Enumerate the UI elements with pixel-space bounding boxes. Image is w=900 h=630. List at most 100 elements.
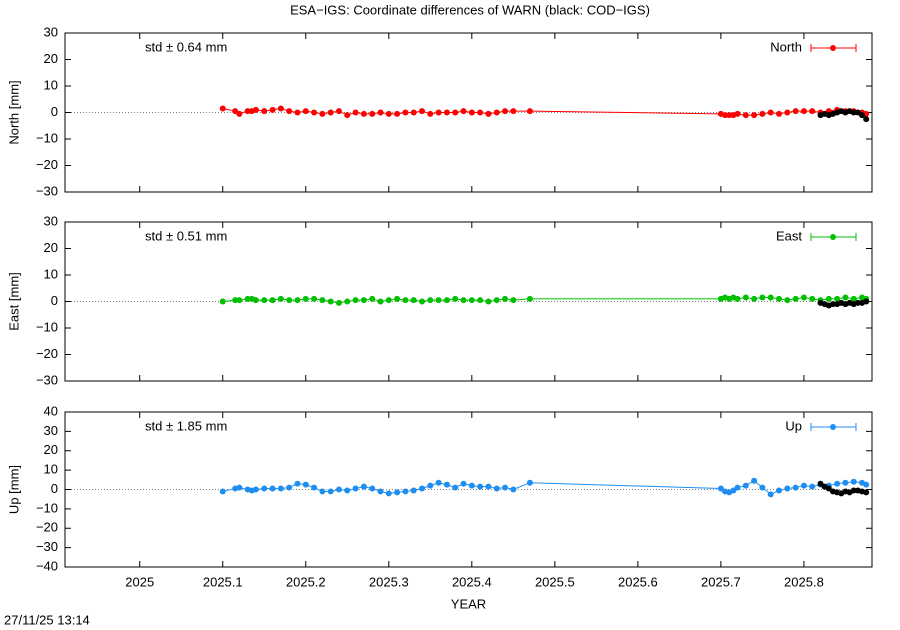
timestamp: 27/11/25 13:14 — [4, 612, 90, 627]
y-tick-label: −30 — [36, 539, 58, 554]
data-point — [834, 295, 841, 302]
data-point — [377, 488, 384, 495]
data-point — [493, 297, 500, 304]
data-point — [477, 297, 484, 304]
data-point — [829, 301, 836, 308]
plot-frame — [64, 221, 873, 382]
data-point — [344, 487, 351, 494]
data-point — [776, 295, 783, 302]
data-point — [219, 298, 226, 305]
data-point — [784, 297, 791, 304]
data-point — [460, 108, 467, 115]
y-tick-label: 10 — [44, 462, 58, 477]
data-point — [236, 297, 243, 304]
data-point — [402, 109, 409, 116]
data-point — [825, 295, 832, 302]
x-tick-label: 2025.8 — [784, 574, 824, 589]
data-point — [385, 110, 392, 117]
x-tick-label: 2025.4 — [452, 574, 492, 589]
data-point — [385, 297, 392, 304]
y-tick-label: 20 — [44, 442, 58, 457]
data-point — [252, 106, 259, 113]
data-point — [360, 110, 367, 117]
y-axis-label: East [mm] — [6, 272, 21, 331]
data-point — [369, 485, 376, 492]
y-tick-label: 30 — [44, 24, 58, 39]
y-tick-label: −20 — [36, 346, 58, 361]
data-point — [219, 105, 226, 112]
data-point — [419, 108, 426, 115]
legend-label: East — [776, 228, 802, 243]
y-tick-label: −40 — [36, 558, 58, 573]
legend-symbol — [830, 45, 836, 51]
data-point — [443, 297, 450, 304]
plot-frame — [64, 32, 873, 193]
data-point — [792, 108, 799, 115]
data-point — [335, 299, 342, 306]
data-point — [286, 108, 293, 115]
data-point — [842, 479, 849, 486]
legend-label: Up — [785, 418, 802, 433]
data-point — [452, 295, 459, 302]
data-point — [468, 109, 475, 116]
data-point — [776, 487, 783, 494]
data-point — [742, 294, 749, 301]
data-point — [327, 109, 334, 116]
x-tick-label: 2025.3 — [369, 574, 409, 589]
y-tick-label: 10 — [44, 77, 58, 92]
data-point — [825, 485, 832, 492]
data-point — [477, 109, 484, 116]
data-point — [751, 477, 758, 484]
data-point — [477, 483, 484, 490]
data-point — [319, 297, 326, 304]
data-point — [734, 110, 741, 117]
data-point — [730, 487, 737, 494]
data-point — [277, 105, 284, 112]
data-point — [742, 482, 749, 489]
data-point — [344, 298, 351, 305]
data-point — [435, 479, 442, 486]
data-point — [726, 112, 733, 119]
data-point — [427, 297, 434, 304]
legend-label: North — [770, 39, 802, 54]
x-axis-label: YEAR — [451, 596, 486, 611]
data-point — [435, 297, 442, 304]
data-point — [863, 481, 870, 488]
data-point — [394, 110, 401, 117]
data-point — [493, 109, 500, 116]
data-point — [784, 109, 791, 116]
data-point — [526, 295, 533, 302]
y-tick-label: 20 — [44, 51, 58, 66]
data-point — [360, 297, 367, 304]
data-point — [327, 488, 334, 495]
x-tick-label: 2025.5 — [535, 574, 575, 589]
data-point — [452, 109, 459, 116]
data-point — [834, 480, 841, 487]
data-point — [327, 298, 334, 305]
y-tick-label: 40 — [44, 403, 58, 418]
std-annotation: std ± 0.64 mm — [145, 39, 227, 54]
y-tick-label: 10 — [44, 266, 58, 281]
data-point — [485, 298, 492, 305]
data-point — [809, 295, 816, 302]
data-point — [817, 480, 824, 487]
data-point — [261, 297, 268, 304]
y-tick-label: −10 — [36, 500, 58, 515]
data-point — [734, 295, 741, 302]
data-point — [452, 484, 459, 491]
y-tick-label: 30 — [44, 423, 58, 438]
data-point — [269, 485, 276, 492]
data-point — [311, 295, 318, 302]
data-point — [335, 108, 342, 115]
std-annotation: std ± 1.85 mm — [145, 418, 227, 433]
data-point — [419, 485, 426, 492]
data-point — [526, 108, 533, 115]
data-point — [369, 295, 376, 302]
data-point — [319, 488, 326, 495]
data-point — [319, 110, 326, 117]
data-point — [294, 297, 301, 304]
data-point — [302, 108, 309, 115]
data-point — [377, 298, 384, 305]
data-point — [261, 485, 268, 492]
